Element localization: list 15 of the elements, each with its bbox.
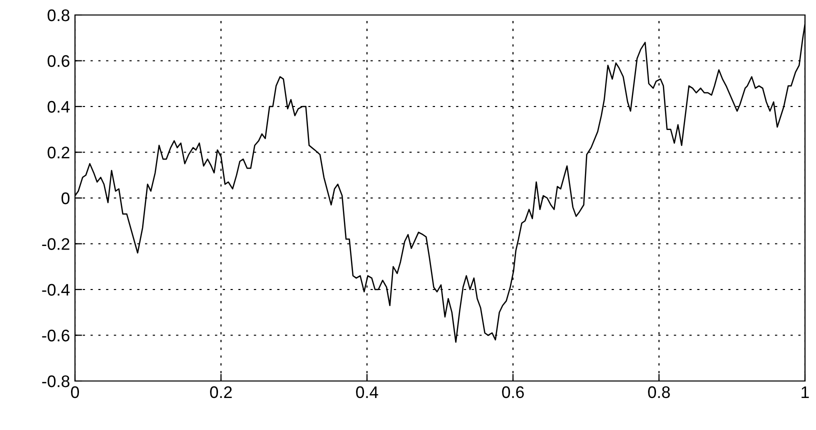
- x-tick-label: 1: [802, 386, 809, 398]
- y-tick-label: -0.8: [42, 375, 70, 388]
- y-tick-label: 0.6: [48, 55, 70, 67]
- y-tick-label: -0.2: [42, 238, 70, 250]
- x-tick-label: 0.4: [356, 386, 378, 398]
- y-tick-label: 0.8: [48, 9, 70, 22]
- y-tick-label: -0.4: [42, 284, 70, 296]
- y-tick-label: 0.2: [48, 146, 70, 158]
- x-tick-label: 0.2: [210, 386, 232, 398]
- x-tick-label: 0.8: [648, 386, 670, 398]
- x-tick-label: 0: [71, 386, 79, 398]
- y-tick-label: 0.4: [48, 100, 70, 113]
- x-tick-label: 0.6: [502, 386, 524, 398]
- y-tick-label: 0: [62, 192, 70, 204]
- y-tick-label: -0.6: [42, 330, 70, 342]
